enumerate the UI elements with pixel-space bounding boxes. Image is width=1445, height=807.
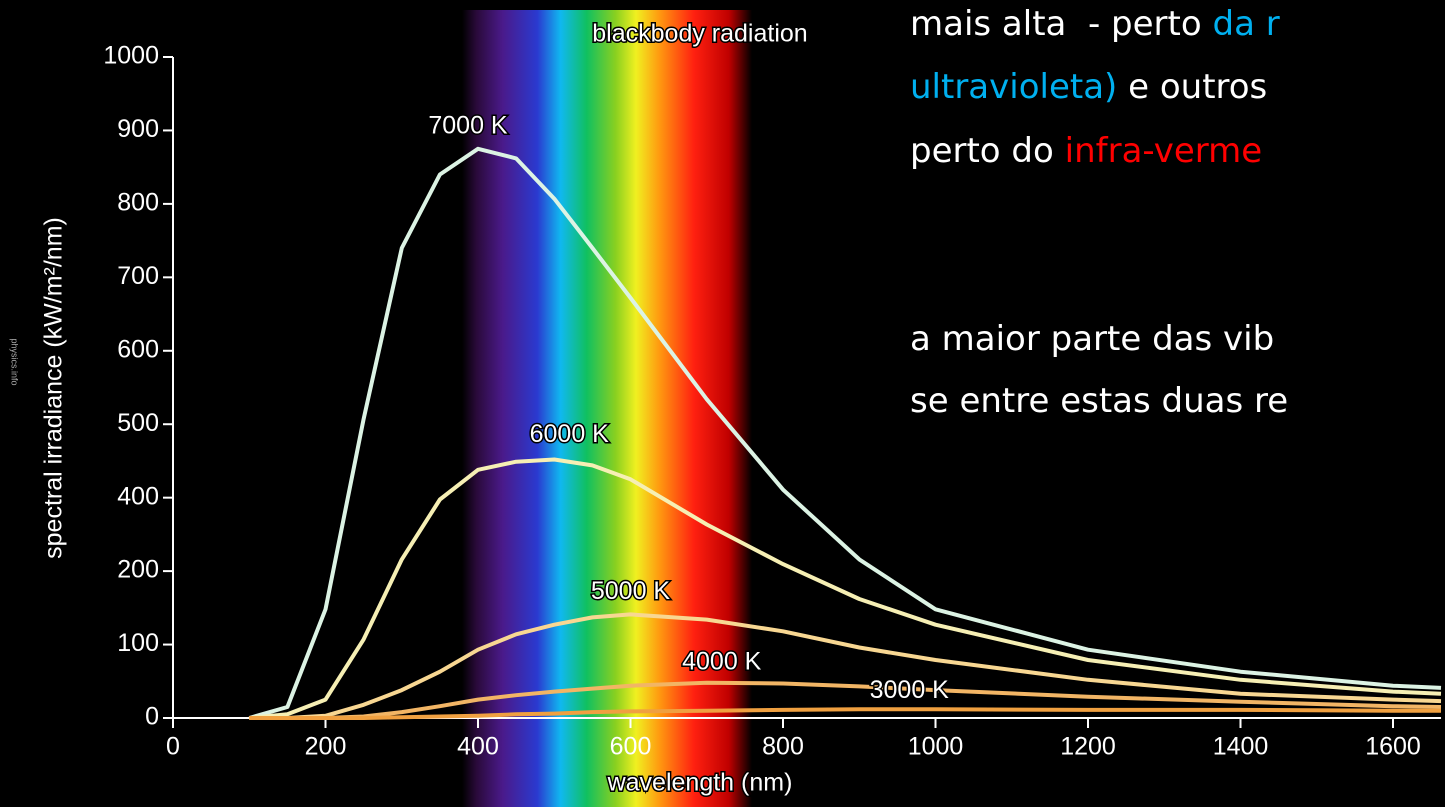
y-tick-label: 1000 — [103, 42, 159, 70]
slide-run: mais alta - perto — [910, 4, 1212, 44]
y-tick-label: 0 — [145, 703, 159, 731]
curve — [248, 146, 1442, 720]
slide-run: e outros — [1117, 67, 1267, 107]
y-tick-label: 200 — [117, 556, 159, 584]
x-tick-label: 600 — [610, 733, 652, 761]
slide-run: ultravioleta) — [910, 67, 1117, 107]
curve-label: 3000 K — [870, 676, 950, 704]
slide-run: perto do — [910, 131, 1065, 171]
curve — [249, 680, 1442, 720]
y-tick-label: 800 — [117, 188, 159, 216]
chart-title: blackbody radiation — [592, 20, 807, 48]
slide-text: mais alta - perto da r ultravioleta) e ou… — [910, 4, 1288, 421]
y-tick-label: 700 — [117, 262, 159, 290]
x-tick-label: 0 — [166, 733, 180, 761]
x-tick-label: 800 — [762, 733, 804, 761]
curve-label: 7000 K — [428, 111, 508, 139]
slide-run: se entre estas duas re — [910, 381, 1288, 421]
y-tick-label: 600 — [117, 335, 159, 363]
visible-spectrum — [462, 10, 752, 807]
x-tick-label: 1600 — [1365, 733, 1421, 761]
slide-run: a maior parte das vib — [910, 319, 1274, 359]
slide-line: a maior parte das vib — [910, 319, 1274, 359]
x-tick-label: 1400 — [1213, 733, 1269, 761]
slide-run: da r — [1212, 4, 1279, 44]
x-tick-label: 200 — [305, 733, 347, 761]
y-tick-label: 900 — [117, 115, 159, 143]
y-tick-label: 400 — [117, 482, 159, 510]
slide-line: perto do infra-verme — [910, 131, 1262, 171]
x-tick-label: 1200 — [1060, 733, 1116, 761]
slide-run: infra-verme — [1065, 131, 1263, 171]
curve — [249, 457, 1442, 720]
curve-label: 5000 K — [591, 577, 671, 605]
slide-line: se entre estas duas re — [910, 381, 1288, 421]
plot: 0 100 200 400 500 600 700 800 900 1000 0 200 400 600 8… — [103, 42, 1442, 761]
y-axis-label: spectral irradiance (kW/m²/nm) — [40, 217, 68, 559]
slide-line: mais alta - perto da r — [910, 4, 1280, 44]
curve-label: 6000 K — [530, 420, 610, 448]
source: physics.info — [10, 338, 20, 385]
y-tick-label: 500 — [117, 409, 159, 437]
x-axis-label: wavelength (nm) — [607, 769, 793, 797]
x-tick-label: 400 — [457, 733, 499, 761]
x-tick-label: 1000 — [908, 733, 964, 761]
y-tick-label: 100 — [117, 629, 159, 657]
curve — [249, 707, 1441, 720]
slide-line: ultravioleta) e outros — [910, 67, 1267, 107]
curve-label: 4000 K — [682, 647, 762, 675]
curve — [249, 612, 1442, 720]
